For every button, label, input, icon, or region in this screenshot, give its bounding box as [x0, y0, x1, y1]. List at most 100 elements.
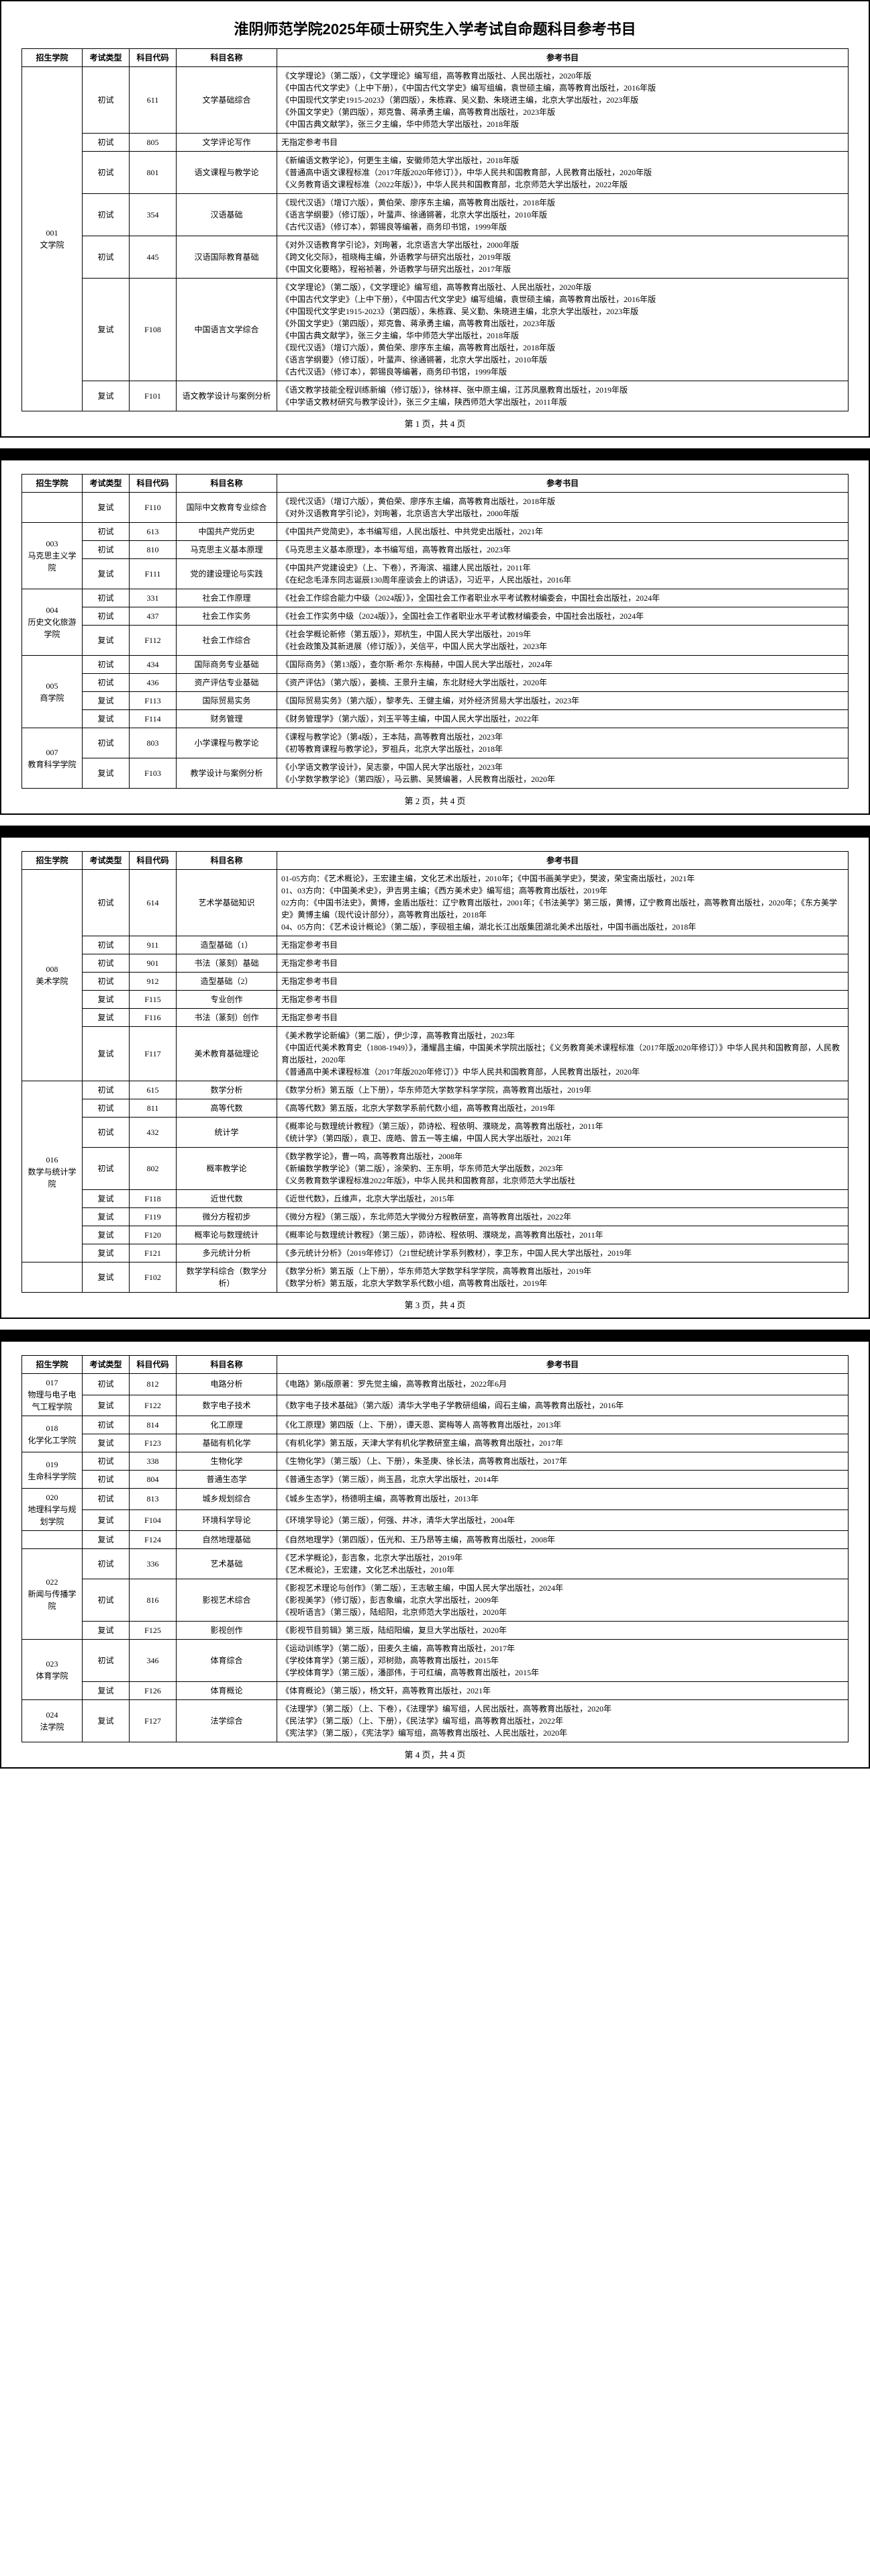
cell-type: 复试 — [83, 559, 130, 589]
cell-type: 复试 — [83, 1262, 130, 1293]
cell-name: 社会工作实务 — [177, 607, 277, 626]
cell-name: 概率论与数理统计 — [177, 1226, 277, 1244]
cell-ref: 《影视节目剪辑》第三版，陆绍阳编，复旦大学出版社，2020年 — [277, 1622, 849, 1640]
cell-school: 017物理与电子电气工程学院 — [22, 1374, 83, 1416]
cell-code: F118 — [130, 1190, 177, 1208]
cell-name: 数学分析 — [177, 1081, 277, 1099]
cell-code: F102 — [130, 1262, 177, 1293]
cell-code: F101 — [130, 381, 177, 411]
cell-ref: 《国际贸易实务》（第六版），黎孝先、王健主编，对外经济贸易大学出版社，2023年 — [277, 692, 849, 710]
cell-type: 复试 — [83, 1509, 130, 1531]
table-row: 初试432统计学《概率论与数理统计教程》（第三版），茆诗松、程依明、濮晓龙，高等… — [22, 1118, 849, 1148]
cell-ref: 《法理学》（第二版）（上、下卷），《法理学》编写组，人民出版社，高等教育出版社，… — [277, 1700, 849, 1742]
cell-code: 338 — [130, 1452, 177, 1471]
cell-type: 复试 — [83, 1190, 130, 1208]
cell-ref: 《电路》第6版原著：罗先觉主编，高等教育出版社，2022年6月 — [277, 1374, 849, 1395]
cell-name: 财务管理 — [177, 710, 277, 728]
cell-type: 复试 — [83, 758, 130, 789]
cell-type: 初试 — [83, 954, 130, 973]
table-row: 初试911造型基础（1）无指定参考书目 — [22, 936, 849, 954]
cell-type: 初试 — [83, 589, 130, 607]
reference-table: 招生学院考试类型科目代码科目名称参考书目001文学院初试611文学基础综合《文学… — [21, 48, 849, 411]
col-header-school: 招生学院 — [22, 475, 83, 493]
cell-name: 近世代数 — [177, 1190, 277, 1208]
cell-name: 概率教学论 — [177, 1148, 277, 1190]
cell-ref: 《普通生态学》（第三版），尚玉昌，北京大学出版社，2014年 — [277, 1471, 849, 1489]
cell-name: 教学设计与案例分析 — [177, 758, 277, 789]
cell-name: 造型基础（1） — [177, 936, 277, 954]
cell-ref: 《国际商务》（第13版），查尔斯·希尔·东梅赫，中国人民大学出版社，2024年 — [277, 656, 849, 674]
table-row: 复试F111党的建设理论与实践《中国共产党建设史》（上、下卷），齐海滨、福建人民… — [22, 559, 849, 589]
cell-ref: 《影视艺术理论与创作》（第二版），王志敏主编，中国人民大学出版社，2024年《影… — [277, 1579, 849, 1622]
table-row: 复试F115专业创作无指定参考书目 — [22, 991, 849, 1009]
cell-name: 生物化学 — [177, 1452, 277, 1471]
cell-ref: 无指定参考书目 — [277, 1009, 849, 1027]
table-row: 初试802概率教学论《数学教学论》，曹一鸣，高等教育出版社，2008年《新编数学… — [22, 1148, 849, 1190]
cell-name: 社会工作综合 — [177, 626, 277, 656]
cell-school — [22, 493, 83, 523]
cell-type: 初试 — [83, 936, 130, 954]
cell-school: 005商学院 — [22, 656, 83, 728]
cell-ref: 《美术教学论新编》（第二版），伊少淳，高等教育出版社，2023年《中国近代美术教… — [277, 1027, 849, 1081]
table-row: 初试805文学评论写作无指定参考书目 — [22, 134, 849, 152]
cell-code: 901 — [130, 954, 177, 973]
col-header-ref: 参考书目 — [277, 852, 849, 870]
cell-code: 814 — [130, 1416, 177, 1434]
cell-ref: 《文学理论》（第二版），《文学理论》编写组，高等教育出版社、人民出版社，2020… — [277, 279, 849, 381]
col-header-code: 科目代码 — [130, 475, 177, 493]
cell-school: 016数学与统计学院 — [22, 1081, 83, 1262]
cell-ref: 《概率论与数理统计教程》（第三版），茆诗松、程依明、濮晓龙，高等教育出版社，20… — [277, 1226, 849, 1244]
cell-code: 354 — [130, 194, 177, 236]
cell-type: 初试 — [83, 674, 130, 692]
cell-type: 初试 — [83, 541, 130, 559]
cell-code: F113 — [130, 692, 177, 710]
cell-name: 中国语言文学综合 — [177, 279, 277, 381]
cell-ref: 《数字电子技术基础》（第六版）清华大学电子学教研组编，阎石主编，高等教育出版社，… — [277, 1395, 849, 1416]
cell-code: 801 — [130, 152, 177, 194]
cell-type: 初试 — [83, 134, 130, 152]
cell-name: 文学评论写作 — [177, 134, 277, 152]
cell-type: 初试 — [83, 607, 130, 626]
cell-name: 汉语基础 — [177, 194, 277, 236]
cell-ref: 《概率论与数理统计教程》（第三版），茆诗松、程依明、濮晓龙，高等教育出版社，20… — [277, 1118, 849, 1148]
cell-ref: 《小学语文教学设计》，吴志豪，中国人民大学出版社，2023年《小学数学教学论》（… — [277, 758, 849, 789]
cell-ref: 《新编语文教学论》，何更生主编，安徽师范大学出版社，2018年版《普通高中语文课… — [277, 152, 849, 194]
cell-ref: 《中国共产党简史》，本书编写组，人民出版社、中共党史出版社，2021年 — [277, 523, 849, 541]
cell-code: 615 — [130, 1081, 177, 1099]
cell-type: 复试 — [83, 279, 130, 381]
cell-code: F124 — [130, 1531, 177, 1549]
cell-code: 331 — [130, 589, 177, 607]
cell-code: 432 — [130, 1118, 177, 1148]
table-row: 初试436资产评估专业基础《资产评估》（第六版），姜楠、王景升主编，东北财经大学… — [22, 674, 849, 692]
cell-code: 614 — [130, 870, 177, 936]
cell-code: 437 — [130, 607, 177, 626]
page-footer: 第 3 页，共 4 页 — [21, 1298, 849, 1311]
cell-name: 环境科学导论 — [177, 1509, 277, 1531]
cell-ref: 《化工原理》第四版（上、下册），谭天恩、窦梅等人 高等教育出版社，2013年 — [277, 1416, 849, 1434]
table-row: 018化学化工学院初试814化工原理《化工原理》第四版（上、下册），谭天恩、窦梅… — [22, 1416, 849, 1434]
table-row: 复试F112社会工作综合《社会学概论新修（第五版）》，郑杭生，中国人民大学出版社… — [22, 626, 849, 656]
cell-type: 初试 — [83, 152, 130, 194]
cell-type: 复试 — [83, 493, 130, 523]
cell-school: 004历史文化旅游学院 — [22, 589, 83, 656]
table-row: 007教育科学学院初试803小学课程与教学论《课程与教学论》（第4版），王本陆，… — [22, 728, 849, 758]
cell-type: 初试 — [83, 236, 130, 279]
table-row: 020地理科学与规划学院初试813城乡规划综合《城乡生态学》，杨德明主编，高等教… — [22, 1489, 849, 1510]
cell-code: F127 — [130, 1700, 177, 1742]
cell-type: 初试 — [83, 870, 130, 936]
cell-type: 初试 — [83, 523, 130, 541]
table-row: 复试F103教学设计与案例分析《小学语文教学设计》，吴志豪，中国人民大学出版社，… — [22, 758, 849, 789]
cell-ref: 《近世代数》，丘维声，北京大学出版社，2015年 — [277, 1190, 849, 1208]
col-header-name: 科目名称 — [177, 852, 277, 870]
cell-code: 813 — [130, 1489, 177, 1510]
cell-name: 电路分析 — [177, 1374, 277, 1395]
cell-school: 024法学院 — [22, 1700, 83, 1742]
col-header-school: 招生学院 — [22, 1356, 83, 1374]
cell-name: 美术教育基础理论 — [177, 1027, 277, 1081]
cell-ref: 无指定参考书目 — [277, 954, 849, 973]
col-header-exam_type: 考试类型 — [83, 475, 130, 493]
table-row: 初试445汉语国际教育基础《对外汉语教育学引论》，刘珣著，北京语言大学出版社，2… — [22, 236, 849, 279]
cell-code: 445 — [130, 236, 177, 279]
cell-code: F108 — [130, 279, 177, 381]
col-header-code: 科目代码 — [130, 1356, 177, 1374]
